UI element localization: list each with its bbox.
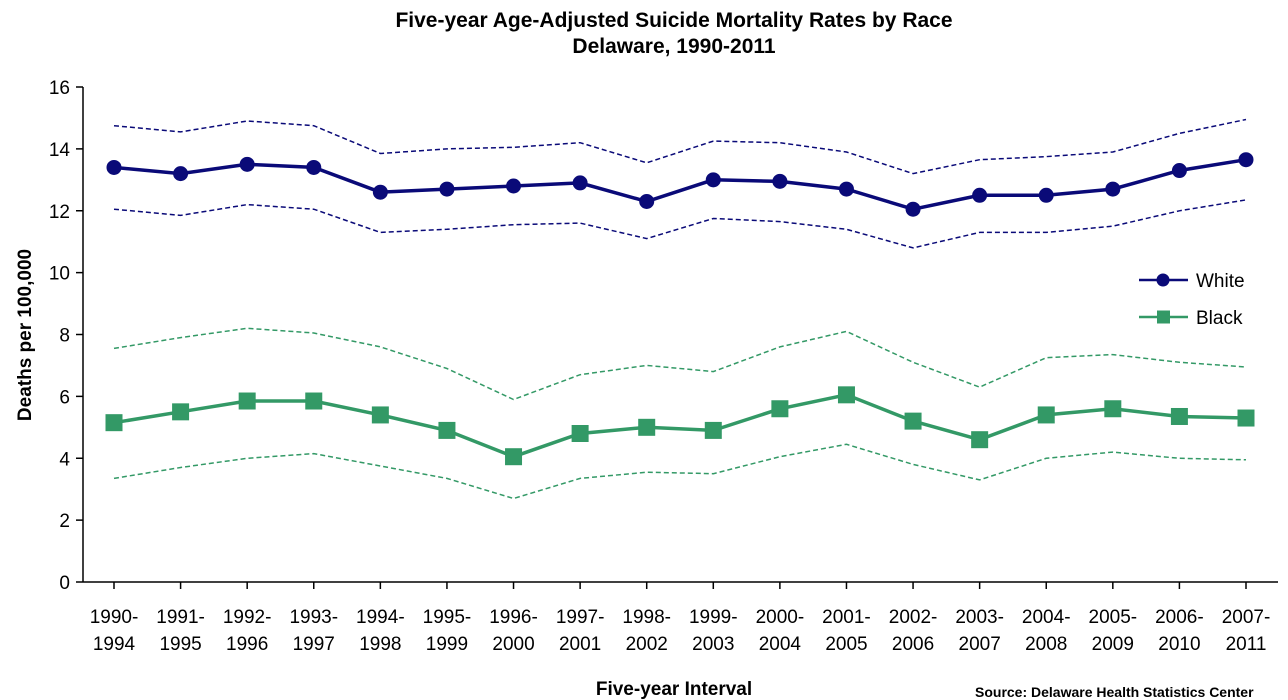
x-tick-label: 2004- [1022,607,1071,628]
x-tick-label: 2003- [955,607,1004,628]
chart-title: Five-year Age-Adjusted Suicide Mortality… [395,9,952,32]
x-tick-label: 2007 [959,634,1001,655]
black-data-point [505,448,523,466]
x-tick-label: 1990- [90,607,139,628]
white-data-point [106,159,122,175]
x-tick-label: 1999 [426,634,468,655]
x-tick-label: 1993- [289,607,338,628]
x-tick-label: 1991- [156,607,205,628]
x-tick-label: 2006- [1155,607,1204,628]
white-data-point [1038,187,1054,203]
x-tick-label: 1995 [159,634,201,655]
y-tick-label: 4 [59,449,70,470]
white-data-point [972,187,988,203]
x-tick-label: 1998 [359,634,401,655]
black-series-line [113,392,1247,459]
y-tick-label: 12 [49,202,70,223]
black-data-point [904,412,922,430]
white-data-point [239,156,255,172]
y-tick-label: 10 [49,264,70,285]
y-tick-label: 8 [59,326,70,347]
white-data-point [905,201,921,217]
black-data-point [638,418,656,436]
white-data-point [772,173,788,189]
y-tick-label: 16 [49,78,70,99]
x-tick-label: 2001 [559,634,601,655]
black-data-point [1037,406,1055,424]
plot-area: 0 2 4 6 8 10 12 14 16 1990- 1994 1991- 1995 1992- 1996… [49,78,1278,655]
white-data-point [506,178,522,194]
black-data-point [172,403,190,421]
y-tick-label: 0 [59,573,70,594]
x-tick-label: 2001- [822,607,871,628]
white-data-point [306,159,322,175]
x-tick-label: 2002- [889,607,938,628]
white-data-point [572,175,588,191]
x-tick-label: 1995- [423,607,472,628]
white-data-point [1105,181,1121,197]
black-data-point [571,425,589,442]
legend: White Black [1139,271,1245,329]
black-lower-bound-line [113,443,1247,500]
black-data-point [704,421,722,439]
x-tick-label: 1997- [556,607,605,628]
white-data-point [1171,163,1187,179]
chart-subtitle: Delaware, 1990-2011 [572,35,775,58]
x-tick-label: 2000- [756,607,805,628]
black-data-point [438,421,456,439]
white-data-point [173,166,189,182]
y-tick-label: 14 [49,140,71,161]
black-data-point [105,414,123,432]
source-note: Source: Delaware Health Statistics Cente… [975,684,1254,700]
white-series-line [113,157,1247,212]
x-tick-label: 2004 [759,634,802,655]
x-tick-label: 1999- [689,607,738,628]
white-legend-label: White [1196,271,1245,292]
x-tick-label: 1994- [356,607,405,628]
white-data-point [705,172,721,188]
x-tick-label: 2002 [626,634,668,655]
x-axis-title: Five-year Interval [596,679,752,700]
y-axis-title: Deaths per 100,000 [15,249,36,421]
x-tick-label: 2009 [1092,634,1134,655]
x-tick-label: 2011 [1226,634,1267,655]
white-data-point [838,181,854,197]
black-data-point [1170,407,1188,425]
x-tick-label: 2008 [1025,634,1067,655]
white-data-point [372,184,388,200]
black-upper-bound-line [113,327,1247,401]
x-tick-label: 2006 [892,634,934,655]
x-tick-label: 1994 [93,634,136,655]
x-tick-label: 1992- [223,607,272,628]
white-data-point [639,193,655,209]
white-upper-bound-line [113,118,1247,175]
black-data-point [971,431,989,449]
white-data-point [439,181,455,197]
black-data-point [1237,409,1255,427]
y-tick-label: 6 [59,387,70,408]
black-legend-label: Black [1196,308,1243,329]
black-data-point [1104,400,1122,418]
x-tick-label: 1996- [489,607,538,628]
x-tick-label: 2010 [1158,634,1200,655]
x-tick-label: 1996 [226,634,268,655]
white-data-point [1238,152,1254,168]
black-data-point [371,406,389,424]
black-data-point [238,392,256,410]
x-tick-label: 2000 [492,634,534,655]
x-tick-label: 2007- [1222,607,1271,628]
white-legend-marker [1156,273,1170,287]
x-tick-label: 2003 [692,634,734,655]
black-data-point [837,386,855,404]
black-data-point [771,400,789,418]
x-tick-label: 1998- [622,607,671,628]
black-data-point [305,392,323,410]
x-tick-label: 2005- [1089,607,1138,628]
y-tick-label: 2 [59,511,70,532]
x-tick-label: 2005 [825,634,867,655]
black-legend-marker [1157,310,1170,324]
x-tick-label: 1997 [293,634,335,655]
white-lower-bound-line [113,199,1247,249]
